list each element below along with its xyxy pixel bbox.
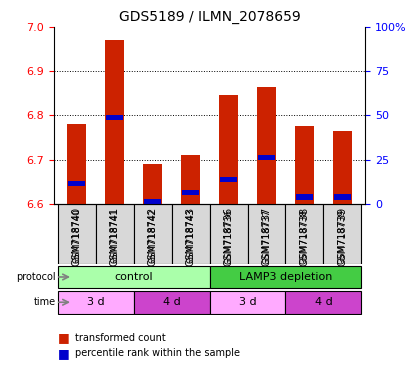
Bar — [182, 190, 199, 195]
Text: percentile rank within the sample: percentile rank within the sample — [75, 348, 240, 358]
Text: protocol: protocol — [16, 272, 56, 282]
Text: ■: ■ — [58, 331, 70, 344]
Text: GSM718739: GSM718739 — [337, 207, 347, 266]
Text: GSM718741: GSM718741 — [110, 209, 119, 263]
Text: 4 d: 4 d — [315, 297, 332, 307]
FancyBboxPatch shape — [323, 204, 361, 264]
FancyBboxPatch shape — [247, 204, 286, 264]
Text: GSM718736: GSM718736 — [224, 209, 233, 263]
Bar — [258, 155, 275, 160]
Text: GSM718737: GSM718737 — [261, 207, 271, 266]
FancyBboxPatch shape — [210, 266, 361, 288]
Text: ■: ■ — [58, 347, 70, 360]
Bar — [334, 194, 351, 200]
Title: GDS5189 / ILMN_2078659: GDS5189 / ILMN_2078659 — [119, 10, 300, 25]
Text: 4 d: 4 d — [163, 297, 181, 307]
FancyBboxPatch shape — [210, 204, 247, 264]
Text: GSM718738: GSM718738 — [300, 207, 310, 266]
FancyBboxPatch shape — [286, 204, 323, 264]
Bar — [105, 40, 124, 204]
FancyBboxPatch shape — [96, 204, 134, 264]
FancyBboxPatch shape — [286, 291, 361, 314]
Bar — [106, 115, 123, 120]
Bar — [295, 126, 314, 204]
Text: GSM718737: GSM718737 — [262, 209, 271, 263]
FancyBboxPatch shape — [210, 291, 286, 314]
Text: GSM718743: GSM718743 — [186, 207, 195, 266]
Bar — [67, 124, 86, 204]
Text: GSM718742: GSM718742 — [148, 207, 158, 266]
FancyBboxPatch shape — [58, 204, 96, 264]
FancyBboxPatch shape — [58, 266, 210, 288]
Text: GSM718740: GSM718740 — [72, 207, 82, 266]
Bar — [296, 194, 313, 200]
Text: GSM718742: GSM718742 — [148, 209, 157, 263]
FancyBboxPatch shape — [134, 291, 210, 314]
Text: transformed count: transformed count — [75, 333, 166, 343]
FancyBboxPatch shape — [172, 204, 210, 264]
Text: GSM718738: GSM718738 — [300, 209, 309, 263]
Bar — [219, 95, 238, 204]
Bar — [181, 155, 200, 204]
Bar — [220, 177, 237, 182]
Text: GSM718736: GSM718736 — [224, 207, 234, 266]
Bar — [143, 164, 162, 204]
Text: GSM718739: GSM718739 — [338, 209, 347, 263]
Text: GSM718741: GSM718741 — [110, 207, 120, 266]
Text: GSM718740: GSM718740 — [72, 209, 81, 263]
Text: LAMP3 depletion: LAMP3 depletion — [239, 272, 332, 282]
Text: control: control — [115, 272, 153, 282]
Bar — [333, 131, 352, 204]
Text: 3 d: 3 d — [239, 297, 256, 307]
Bar — [68, 181, 85, 187]
FancyBboxPatch shape — [58, 291, 134, 314]
Bar — [144, 199, 161, 204]
Bar — [257, 86, 276, 204]
FancyBboxPatch shape — [134, 204, 172, 264]
Text: time: time — [34, 297, 56, 307]
Text: 3 d: 3 d — [87, 297, 105, 307]
Text: GSM718743: GSM718743 — [186, 209, 195, 263]
